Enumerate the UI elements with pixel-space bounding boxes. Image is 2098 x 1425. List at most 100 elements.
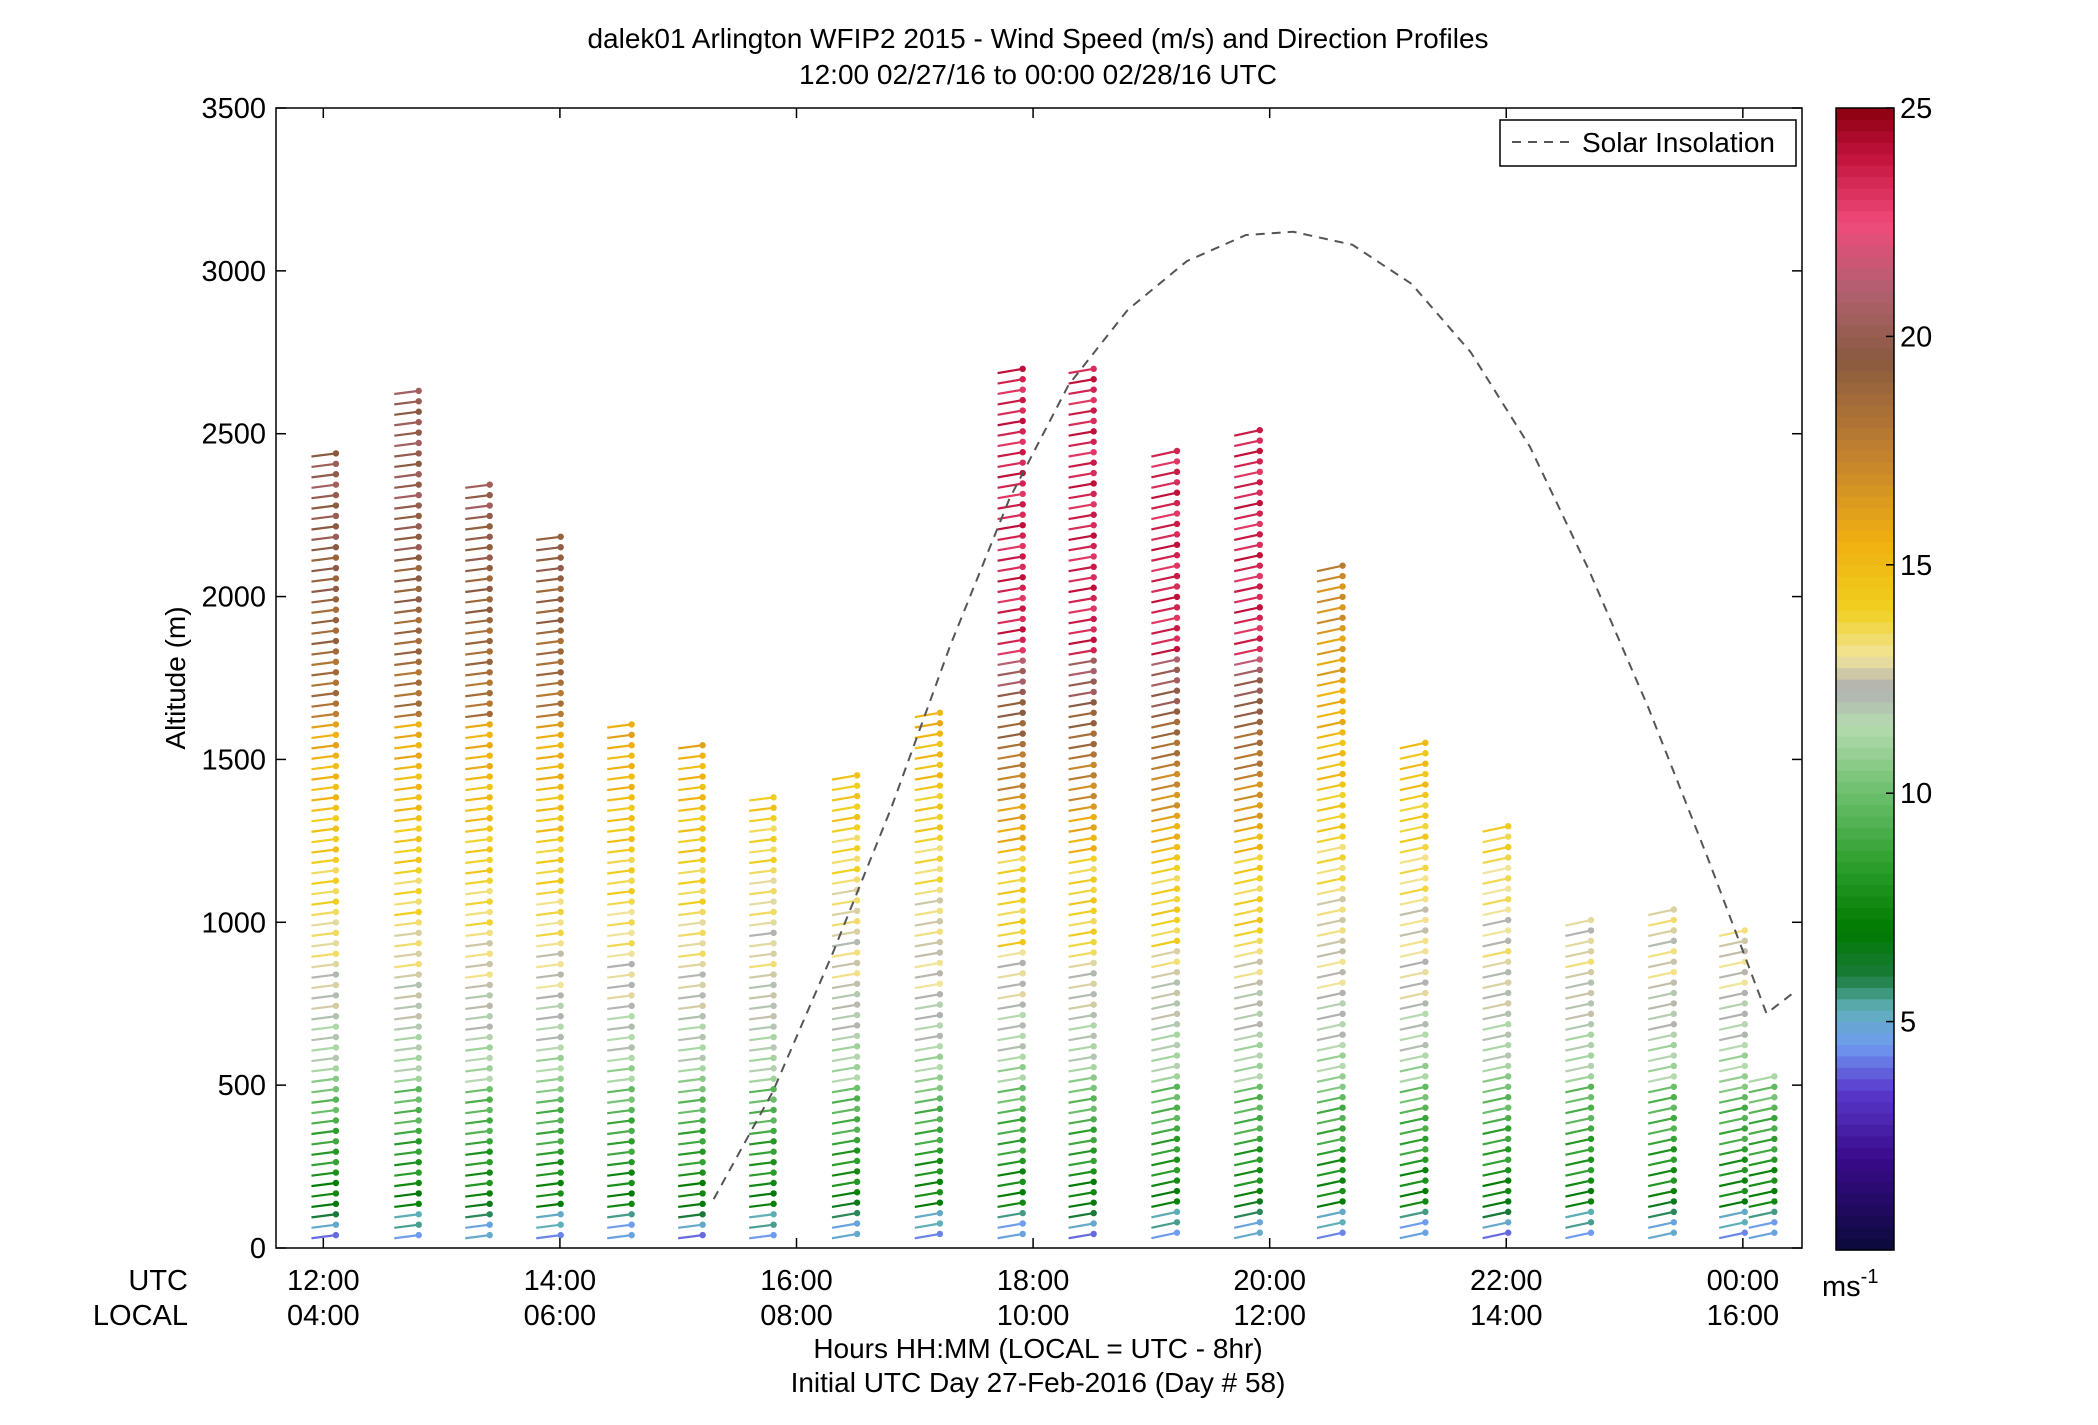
wind-barb — [465, 629, 490, 635]
wind-barb — [1151, 1002, 1178, 1011]
wind-barb-head — [1090, 709, 1097, 716]
wind-barb-head — [1587, 1010, 1595, 1018]
wind-barb — [1068, 1024, 1094, 1031]
wind-barb — [1399, 971, 1426, 979]
wind-barb — [997, 805, 1023, 812]
colorbar-stripe — [1836, 1010, 1894, 1023]
wind-barb — [997, 409, 1023, 416]
wind-barb-head — [1587, 968, 1595, 976]
wind-barb — [536, 817, 561, 823]
wind-barb — [749, 1035, 774, 1042]
wind-barb — [1316, 908, 1343, 917]
wind-barb-head — [332, 1075, 340, 1082]
wind-barb-head — [853, 1105, 861, 1113]
wind-barb — [607, 1213, 632, 1219]
wind-barb-head — [699, 846, 706, 853]
wind-barb — [311, 525, 337, 531]
wind-barb — [1068, 492, 1094, 500]
wind-barb — [1647, 1044, 1675, 1052]
wind-barb-head — [1741, 1083, 1748, 1090]
wind-barb — [1482, 1002, 1509, 1011]
wind-barb — [311, 473, 337, 479]
wind-barb-head — [1173, 864, 1181, 872]
wind-barb — [311, 963, 337, 969]
wind-barb-head — [557, 596, 564, 603]
wind-barb-head — [853, 1220, 861, 1227]
wind-barb-head — [1173, 739, 1181, 747]
wind-barb-head — [1019, 605, 1026, 612]
wind-barb — [1718, 1137, 1746, 1146]
wind-barb-head — [1339, 562, 1346, 569]
wind-barb-head — [1173, 447, 1181, 455]
wind-barb — [607, 1223, 632, 1229]
wind-barb — [997, 1003, 1023, 1011]
wind-barb-head — [1670, 989, 1678, 997]
wind-barb — [914, 836, 941, 844]
colorbar-stripe — [1836, 953, 1894, 966]
wind-barb-head — [557, 554, 564, 561]
wind-barb — [536, 764, 561, 771]
wind-barb — [394, 785, 419, 792]
wind-barb — [749, 931, 774, 938]
wind-barb-head — [1505, 948, 1512, 955]
wind-barb-head — [557, 971, 564, 978]
wind-barb — [465, 806, 490, 812]
wind-barb-head — [1090, 626, 1097, 633]
wind-barb-head — [936, 803, 944, 810]
wind-barb — [1316, 574, 1343, 583]
wind-barb — [1151, 668, 1178, 677]
wind-barb-head — [853, 834, 861, 842]
wind-barb-head — [332, 585, 340, 593]
wind-barb-head — [1090, 1126, 1097, 1133]
wind-barb — [607, 1140, 632, 1146]
wind-barb — [1233, 554, 1261, 562]
wind-barb-head — [1422, 937, 1429, 945]
wind-barb — [465, 837, 490, 844]
wind-barb-head — [699, 867, 706, 874]
wind-barb — [914, 711, 941, 719]
wind-barb-head — [1090, 1084, 1097, 1092]
wind-barb-head — [415, 773, 422, 780]
wind-barb-head — [415, 616, 422, 624]
wind-barb-head — [557, 585, 564, 593]
wind-barb-head — [936, 949, 944, 956]
wind-barb-head — [1019, 813, 1026, 821]
wind-barb — [536, 712, 561, 719]
colorbar-stripe — [1836, 473, 1894, 486]
wind-barb-head — [415, 679, 422, 686]
wind-barb — [465, 556, 490, 562]
wind-barb-head — [1587, 1229, 1595, 1236]
wind-barb-head — [557, 846, 564, 853]
wind-barb-head — [1019, 824, 1026, 831]
wind-barb-head — [1256, 583, 1263, 590]
wind-barb — [394, 879, 419, 885]
wind-barb-head — [1505, 885, 1512, 892]
wind-barb-head — [1422, 843, 1429, 851]
wind-barb-head — [1670, 1041, 1678, 1049]
wind-barb-head — [332, 898, 340, 905]
wind-barb — [1233, 762, 1261, 771]
wind-barb — [394, 931, 419, 938]
wind-barb-head — [486, 1127, 493, 1135]
wind-barb — [394, 754, 419, 760]
wind-barb-head — [1256, 843, 1263, 851]
wind-barb-head — [853, 907, 861, 915]
wind-barb-head — [1090, 1001, 1097, 1008]
wind-barb — [465, 712, 490, 719]
wind-barb-head — [1019, 928, 1026, 935]
wind-barb — [678, 1202, 703, 1209]
wind-barb-head — [1256, 572, 1263, 580]
wind-barb — [749, 1004, 774, 1011]
wind-barb — [749, 1202, 774, 1209]
wind-barb — [1482, 1148, 1509, 1156]
wind-barb-head — [1019, 1147, 1026, 1154]
colorbar-stripe — [1836, 838, 1894, 851]
wind-barb-head — [1173, 479, 1181, 486]
wind-barb-head — [770, 1085, 777, 1093]
wind-barb-head — [1339, 781, 1346, 788]
wind-barb — [914, 742, 941, 750]
wind-barb — [997, 555, 1023, 562]
wind-barb — [749, 1234, 774, 1240]
wind-barb — [1233, 1012, 1261, 1021]
